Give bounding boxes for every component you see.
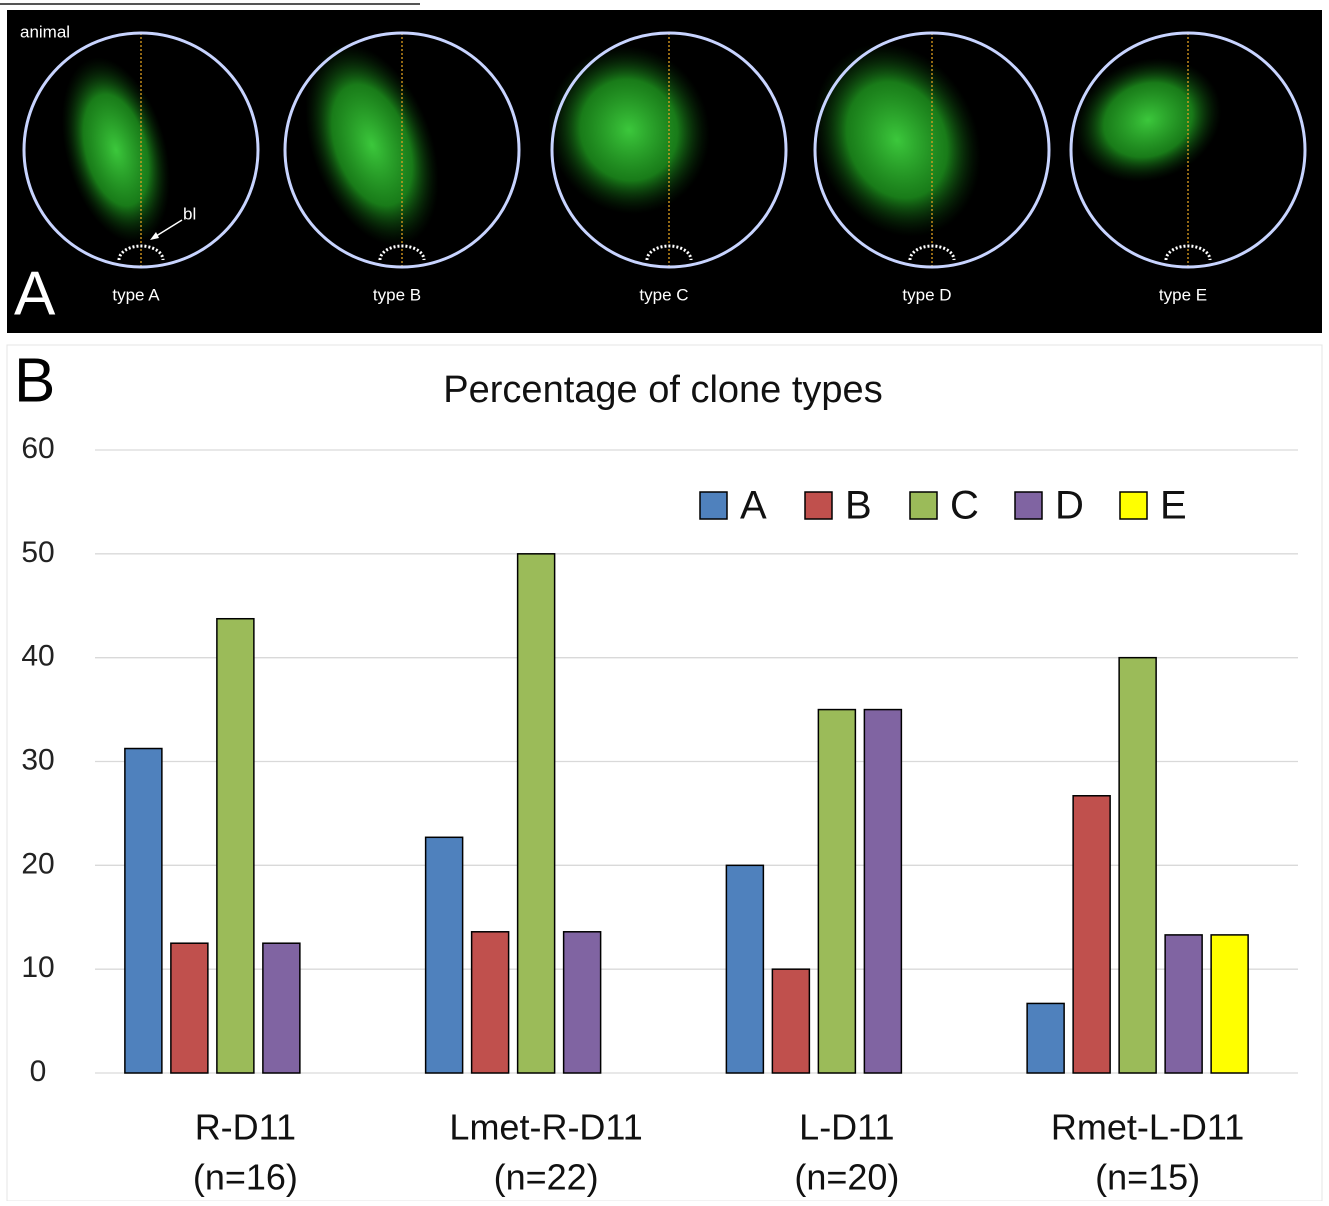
legend-label: C [950,484,979,528]
bar [217,619,254,1073]
bl-label: bl [183,204,196,223]
y-tick-label: 10 [21,951,54,984]
bar [726,865,763,1073]
y-tick-label: 50 [21,536,54,569]
bar [1165,935,1202,1073]
panel-a-label: A [14,259,56,328]
legend-swatch [910,492,937,519]
bar [564,932,601,1073]
type-label: type E [1159,285,1207,304]
type-label: type B [373,285,421,304]
x-tick-label: Rmet-L-D11 [1051,1107,1244,1148]
type-label: type D [902,285,951,304]
bar [263,943,300,1073]
type-label: type A [112,285,160,304]
type-label: type C [639,285,688,304]
legend-swatch [700,492,727,519]
animal-label: animal [20,22,70,41]
bar [818,710,855,1073]
bar [426,837,463,1073]
bar [1027,1003,1064,1073]
x-tick-label: R-D11 [195,1107,296,1148]
bar [1211,935,1248,1073]
legend-label: E [1160,484,1187,528]
x-tick-sublabel: (n=16) [193,1157,298,1198]
x-tick-sublabel: (n=20) [794,1157,899,1198]
chart-title: Percentage of clone types [443,369,882,411]
y-tick-label: 30 [21,743,54,776]
legend-label: B [845,484,872,528]
x-tick-sublabel: (n=15) [1095,1157,1200,1198]
y-tick-label: 20 [21,847,54,880]
bar [125,749,162,1073]
x-tick-label: Lmet-R-D11 [449,1107,642,1148]
legend-label: D [1055,484,1084,528]
legend-swatch [805,492,832,519]
x-tick-label: L-D11 [799,1107,894,1148]
bar [171,943,208,1073]
legend-swatch [1015,492,1042,519]
bar [518,554,555,1073]
y-tick-label: 0 [30,1055,47,1088]
legend-swatch [1120,492,1147,519]
bar [772,969,809,1073]
legend-label: A [740,484,767,528]
bar [1119,658,1156,1073]
panel-b-label: B [14,346,55,415]
y-tick-label: 40 [21,640,54,673]
bar [1073,796,1110,1073]
x-tick-sublabel: (n=22) [494,1157,599,1198]
bar [864,710,901,1073]
figure: animal A bl B Percentage of clone types … [0,0,1329,1201]
y-tick-label: 60 [21,432,54,465]
bar [472,932,509,1073]
